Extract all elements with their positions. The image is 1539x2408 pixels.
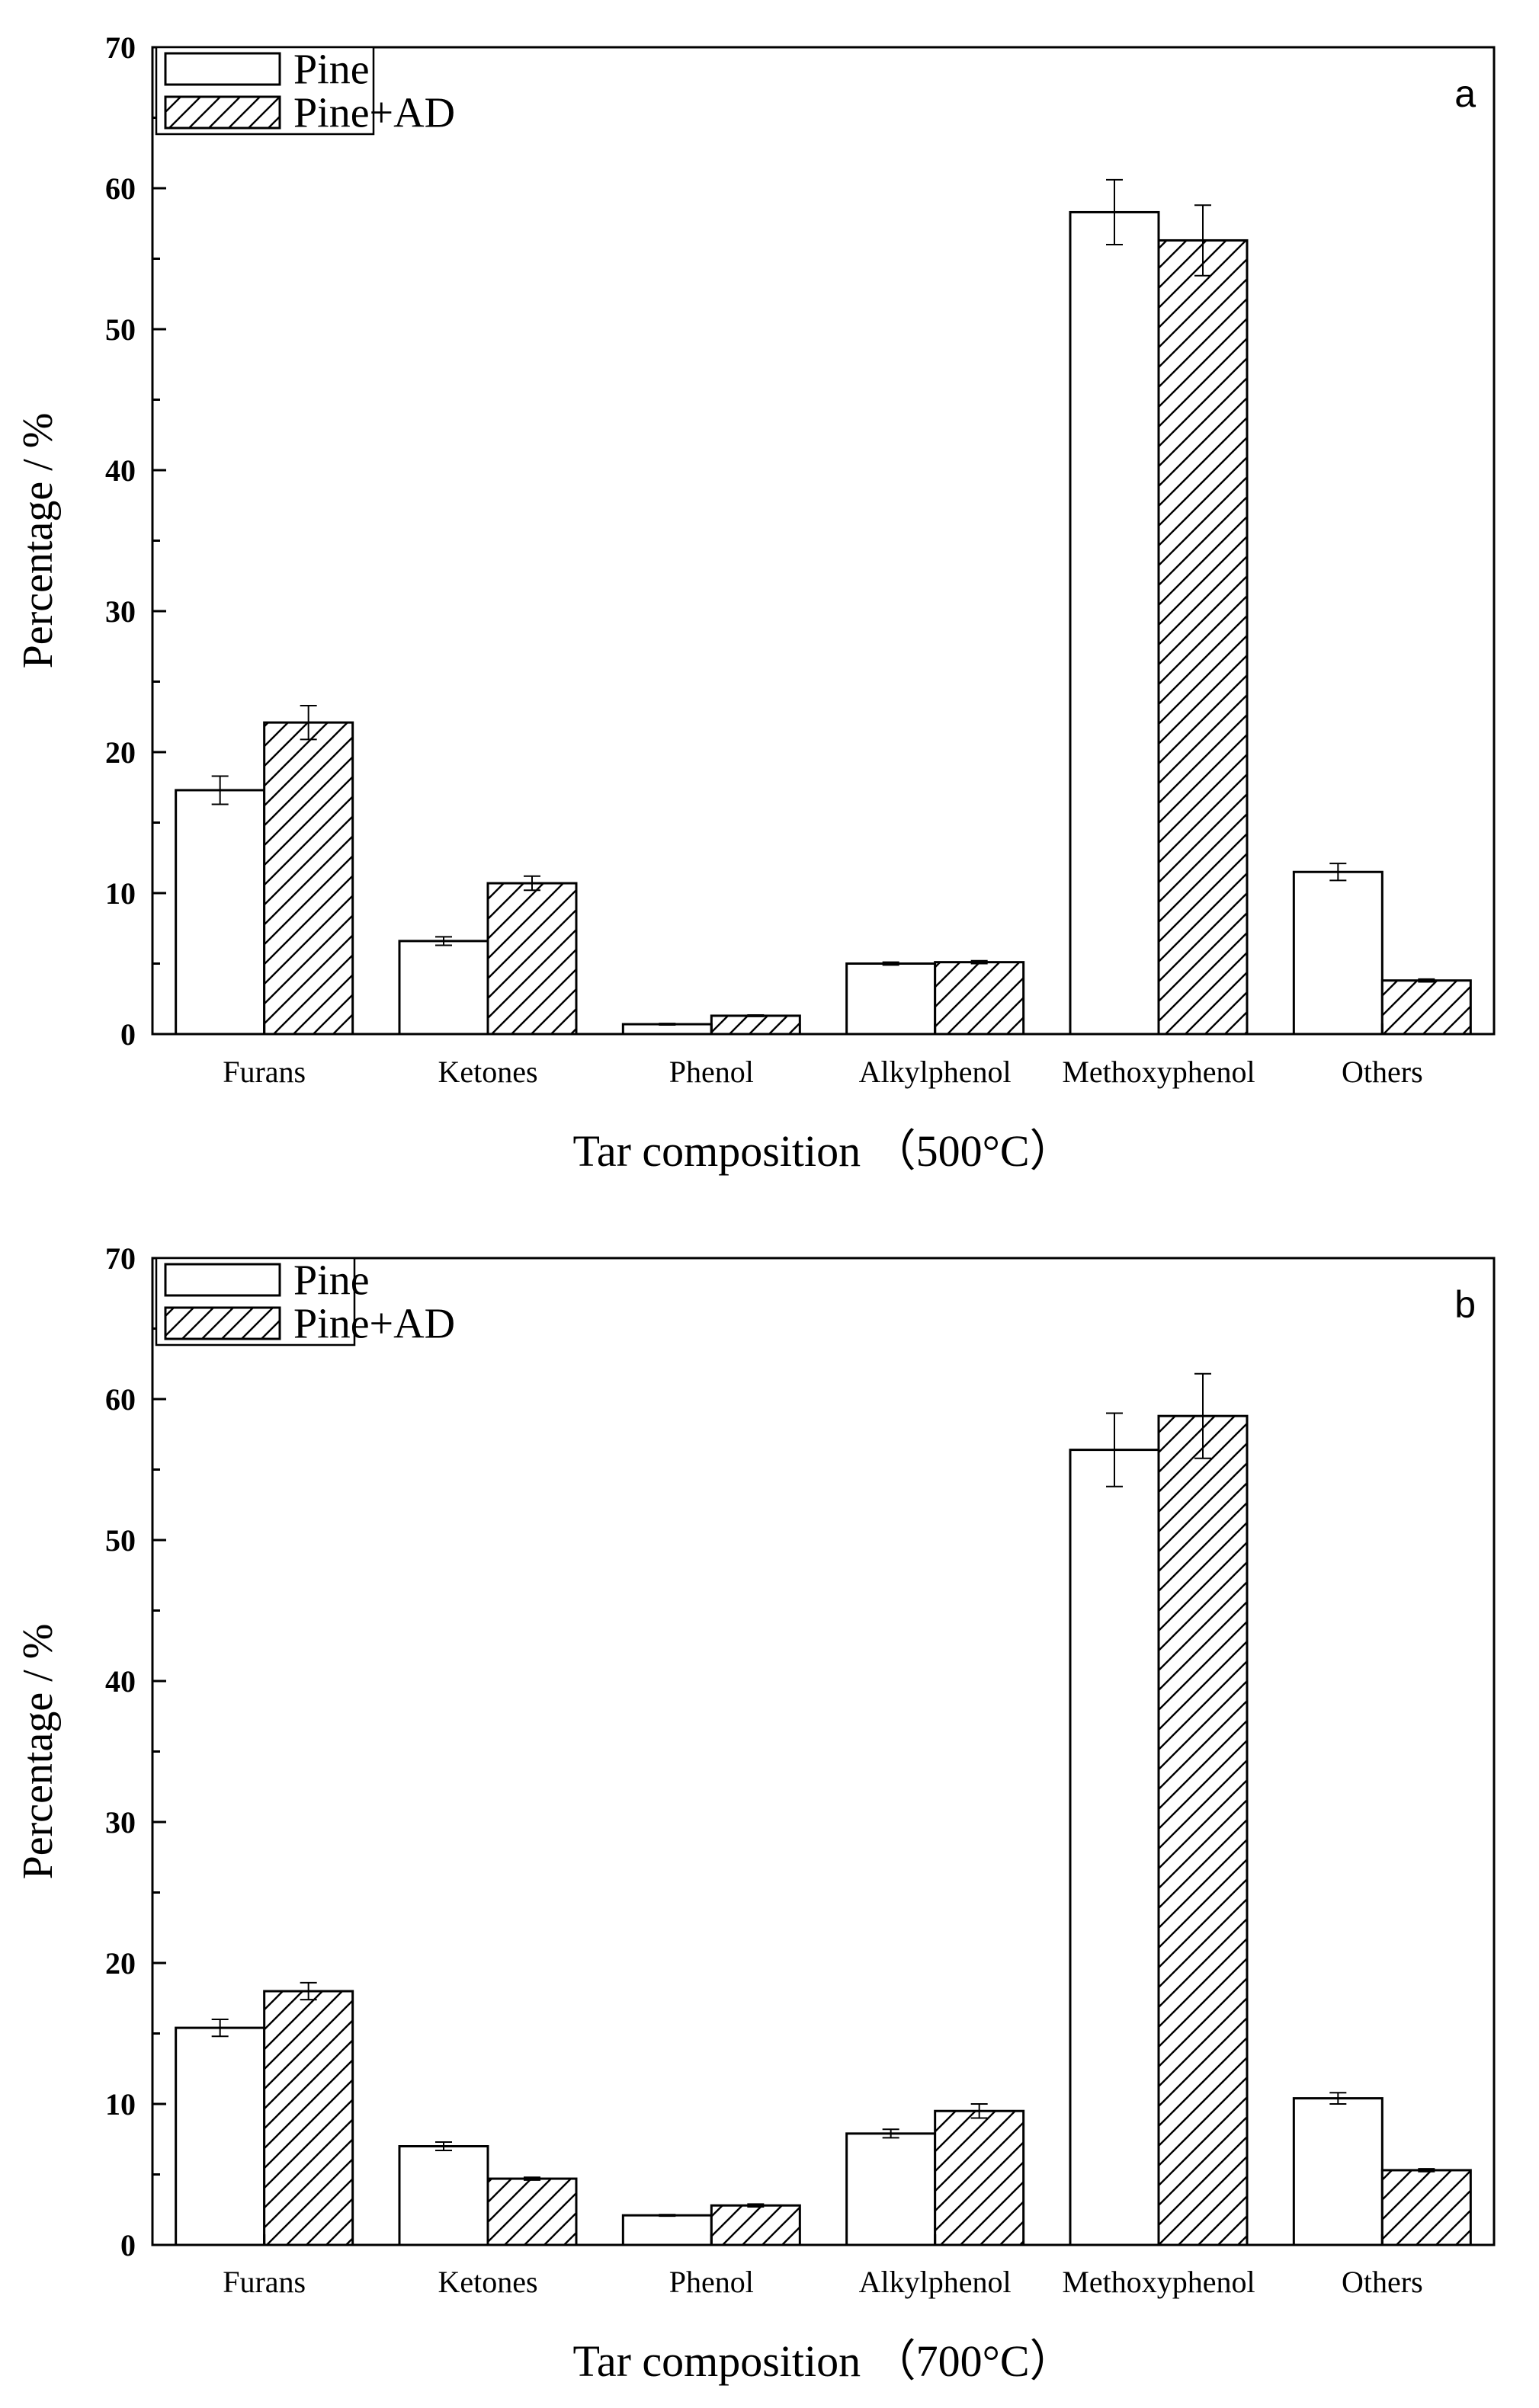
- chart-a-svg: 0 10 20 30 40 50 60 70 Percentage / % Furans Keton…: [14, 30, 1496, 1176]
- chart-b-category-label: Methoxyphenol: [1062, 2265, 1255, 2299]
- chart-a-legend-label-pine-ad: Pine+AD: [293, 90, 455, 137]
- chart-b-xlabel: Tar composition （700°C）: [572, 2336, 1073, 2386]
- chart-a-bar-pine-phenol: [621, 1023, 713, 1036]
- chart-a-bar-pine-others: [1292, 870, 1383, 1036]
- chart-b-ytick-label: 60: [105, 1382, 136, 1417]
- chart-panel-a: 0 10 20 30 40 50 60 70 Percentage / % Furans Keton…: [14, 30, 1496, 1176]
- chart-a-legend-swatch-pine: [164, 52, 281, 86]
- chart-b-ytick-label: 20: [105, 1946, 136, 1981]
- chart-b-ytick-label: 0: [120, 2228, 136, 2262]
- chart-b-bar-pine-ad-alkylphenol: [934, 2109, 1025, 2246]
- chart-b-bar-pine-ad-methoxyphenol: [1157, 1414, 1249, 2246]
- chart-b-bar-pine-ad-phenol: [710, 2204, 801, 2246]
- chart-a-ytick-label: 0: [120, 1017, 136, 1052]
- chart-b-category-label: Alkylphenol: [859, 2265, 1012, 2299]
- chart-a-bar-pine-ad-ketones: [486, 882, 578, 1036]
- chart-a-category-label: Ketones: [438, 1055, 537, 1089]
- chart-b-category-label: Furans: [223, 2265, 306, 2299]
- chart-a-category-label: Alkylphenol: [859, 1055, 1012, 1089]
- chart-a-ytick-label: 70: [105, 30, 136, 65]
- chart-a-bar-pine-ad-phenol: [710, 1014, 801, 1036]
- chart-a-legend-label-pine: Pine: [293, 46, 370, 94]
- chart-a-ytick-label: 40: [105, 453, 136, 488]
- chart-a-category-label: Phenol: [669, 1055, 754, 1089]
- chart-b-ytick-label: 30: [105, 1805, 136, 1840]
- chart-a-bar-pine-alkylphenol: [845, 962, 937, 1036]
- chart-a-bar-pine-ad-methoxyphenol: [1157, 239, 1249, 1036]
- chart-a-ytick-label: 60: [105, 171, 136, 206]
- chart-b-ytick-label: 70: [105, 1241, 136, 1276]
- chart-a-bar-pine-ad-furans: [263, 721, 354, 1036]
- chart-a-ytick-label: 50: [105, 312, 136, 347]
- chart-a-bar-pine-ad-others: [1380, 979, 1472, 1036]
- chart-b-ytick-label: 10: [105, 2087, 136, 2121]
- chart-panel-b: 0 10 20 30 40 50 60 70 Percentage / % Furans Keton…: [0, 1204, 1539, 2408]
- chart-b-category-label: Phenol: [669, 2265, 754, 2299]
- chart-b-ytick-label: 40: [105, 1664, 136, 1699]
- chart-a-ytick-label: 20: [105, 735, 136, 770]
- chart-a-xlabel: Tar composition （500°C）: [572, 1126, 1073, 1176]
- chart-b-category-label: Ketones: [438, 2265, 537, 2299]
- chart-b-bar-pine-furans: [175, 2026, 266, 2246]
- chart-a-panel-label: a: [1454, 72, 1476, 115]
- chart-b-bar-pine-ad-ketones: [486, 2177, 578, 2246]
- chart-b-bar-pine-ketones: [398, 2145, 489, 2246]
- chart-a-category-label: Methoxyphenol: [1062, 1055, 1255, 1089]
- chart-a-category-label: Furans: [223, 1055, 306, 1089]
- chart-b-bar-pine-alkylphenol: [845, 2132, 937, 2246]
- chart-b-bar-pine-ad-furans: [263, 1990, 354, 2246]
- chart-b-svg: 0 10 20 30 40 50 60 70 Percentage / % Furans Keton…: [14, 1241, 1496, 2386]
- chart-a-bar-pine-ad-alkylphenol: [934, 961, 1025, 1036]
- chart-b-bar-pine-ad-others: [1380, 2169, 1472, 2246]
- chart-b-category-label: Others: [1342, 2265, 1423, 2299]
- chart-b-legend-label-pine-ad: Pine+AD: [293, 1301, 455, 1348]
- chart-b-legend-label-pine: Pine: [293, 1257, 370, 1305]
- chart-a-bar-pine-methoxyphenol: [1069, 210, 1160, 1036]
- chart-a-ytick-label: 10: [105, 876, 136, 911]
- chart-b-legend-swatch-pine: [164, 1263, 281, 1297]
- chart-b-ytick-label: 50: [105, 1523, 136, 1558]
- chart-b-bar-pine-others: [1292, 2097, 1383, 2246]
- chart-a-bar-pine-furans: [175, 789, 266, 1036]
- chart-a-category-label: Others: [1342, 1055, 1423, 1089]
- chart-b-bar-pine-phenol: [621, 2214, 713, 2246]
- chart-a-ylabel: Percentage / %: [14, 413, 62, 669]
- chart-b-bar-pine-methoxyphenol: [1069, 1449, 1160, 2246]
- chart-a-ytick-label: 30: [105, 594, 136, 629]
- chart-b-ylabel: Percentage / %: [14, 1624, 62, 1880]
- chart-a-bar-pine-ketones: [398, 940, 489, 1036]
- chart-a-legend-swatch-pine-ad: [164, 95, 281, 130]
- chart-b-panel-label: b: [1454, 1283, 1476, 1326]
- chart-b-legend-swatch-pine-ad: [164, 1306, 281, 1340]
